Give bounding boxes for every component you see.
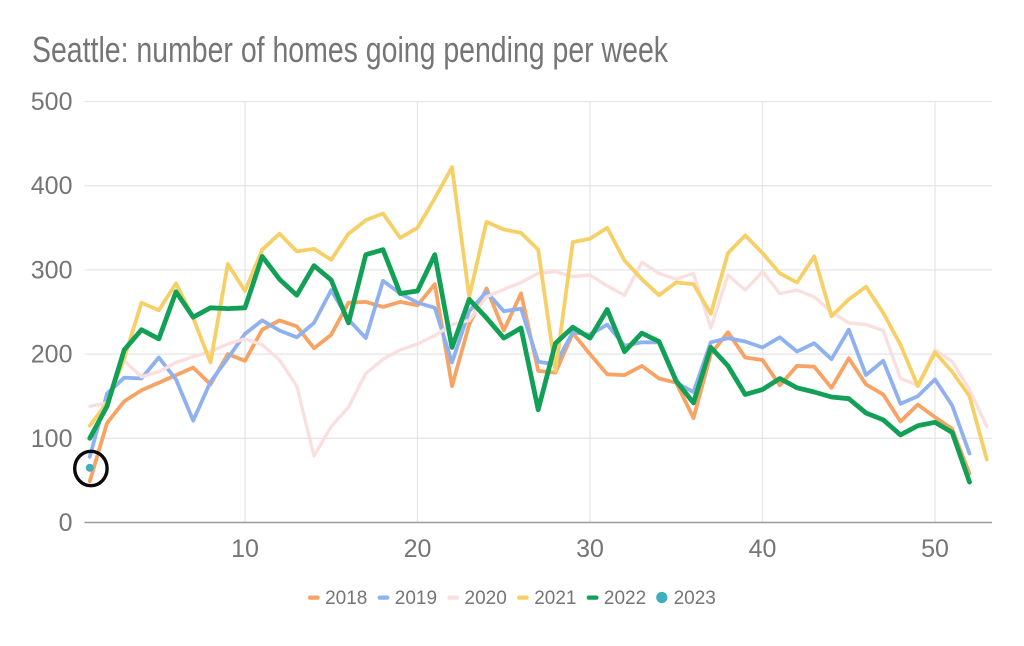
svg-text:300: 300 — [31, 256, 73, 284]
svg-text:100: 100 — [31, 425, 73, 453]
svg-text:50: 50 — [921, 535, 949, 563]
svg-text:2019: 2019 — [395, 588, 437, 609]
svg-text:0: 0 — [59, 509, 73, 537]
svg-text:40: 40 — [749, 535, 777, 563]
svg-text:2018: 2018 — [325, 588, 367, 609]
svg-text:10: 10 — [231, 535, 259, 563]
svg-text:2023: 2023 — [674, 588, 716, 609]
svg-text:500: 500 — [31, 88, 73, 116]
svg-text:200: 200 — [31, 341, 73, 369]
svg-text:20: 20 — [404, 535, 432, 563]
svg-text:2020: 2020 — [465, 588, 507, 609]
svg-text:Seattle: number of homes going: Seattle: number of homes going pending p… — [32, 29, 669, 70]
svg-text:400: 400 — [31, 172, 73, 200]
svg-text:2021: 2021 — [534, 588, 576, 609]
svg-text:30: 30 — [576, 535, 604, 563]
svg-text:2022: 2022 — [604, 588, 646, 609]
